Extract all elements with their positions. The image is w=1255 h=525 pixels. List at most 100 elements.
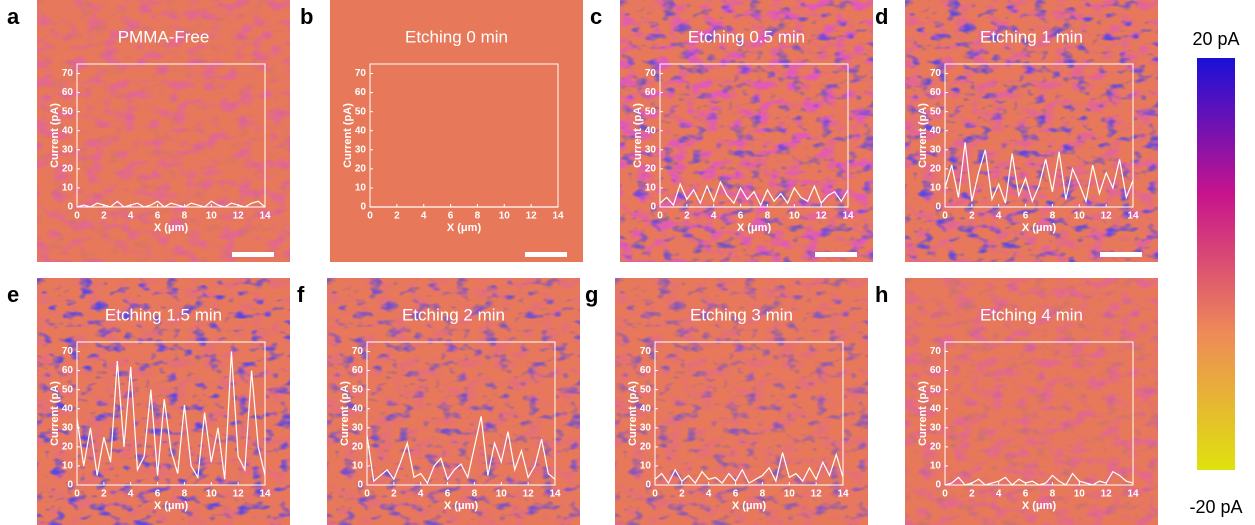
scale-bar — [1100, 252, 1142, 257]
scale-bar — [232, 252, 274, 257]
x-tick-label: 10 — [1074, 211, 1086, 222]
afm-texture — [327, 278, 580, 525]
panel-title: Etching 2 min — [402, 305, 505, 324]
panel-title: Etching 1 min — [980, 27, 1083, 46]
x-tick-label: 8 — [182, 489, 188, 500]
y-tick-label: 30 — [62, 144, 74, 155]
y-tick-label: 10 — [62, 183, 74, 194]
x-tick-label: 12 — [523, 489, 535, 500]
y-tick-label: 60 — [930, 87, 942, 98]
panel-label: a — [7, 4, 20, 29]
y-tick-label: 0 — [357, 480, 363, 491]
y-tick-label: 60 — [352, 365, 364, 376]
x-tick-label: 2 — [101, 489, 107, 500]
x-tick-label: 2 — [391, 489, 397, 500]
y-tick-label: 0 — [360, 202, 366, 213]
y-tick-label: 70 — [352, 346, 364, 357]
panel-title: PMMA-Free — [118, 27, 210, 46]
x-axis-label: X (μm) — [1022, 500, 1057, 512]
y-tick-label: 40 — [930, 125, 942, 136]
x-tick-label: 14 — [842, 211, 854, 222]
y-tick-label: 60 — [62, 87, 74, 98]
y-tick-label: 50 — [62, 106, 74, 117]
x-tick-label: 10 — [789, 211, 801, 222]
x-tick-label: 0 — [652, 489, 658, 500]
panel: Etching 1 min 0 10 20 30 40 50 60 70 0 2 4 6 8 10 12 14 X… — [905, 0, 1158, 262]
panel-label: g — [585, 282, 598, 307]
x-tick-label: 8 — [182, 211, 188, 222]
y-tick-label: 50 — [930, 384, 942, 395]
y-axis-label: Current (pA) — [917, 381, 929, 446]
x-axis-label: X (μm) — [737, 222, 772, 234]
panel-title: Etching 1.5 min — [105, 305, 222, 324]
y-tick-label: 60 — [930, 365, 942, 376]
y-axis-label: Current (pA) — [917, 103, 929, 168]
y-tick-label: 60 — [355, 87, 367, 98]
x-tick-label: 4 — [711, 211, 717, 222]
x-tick-label: 14 — [1127, 211, 1139, 222]
x-tick-label: 2 — [101, 211, 107, 222]
x-tick-label: 4 — [418, 489, 424, 500]
x-tick-label: 2 — [679, 489, 685, 500]
panel: Etching 0 min 0 10 20 30 40 50 60 70 0 2 4 6 8 10 12 14 X… — [330, 0, 583, 262]
current-profile — [944, 470, 1134, 486]
y-tick-label: 50 — [645, 106, 657, 117]
y-tick-label: 60 — [62, 365, 74, 376]
panel-label: f — [297, 282, 305, 307]
y-axis-label: Current (pA) — [49, 103, 61, 168]
y-tick-label: 50 — [930, 106, 942, 117]
panel: Etching 3 min 0 10 20 30 40 50 60 70 0 2 4 6 8 10 12 14 X… — [615, 278, 868, 525]
x-tick-label: 6 — [733, 489, 739, 500]
colorbar-label: -20 pA — [1189, 497, 1242, 517]
x-tick-label: 12 — [811, 489, 823, 500]
x-axis-label: X (μm) — [154, 222, 189, 234]
panel-title: Etching 0 min — [405, 27, 508, 46]
x-tick-label: 10 — [499, 211, 511, 222]
y-tick-label: 20 — [355, 164, 367, 175]
x-tick-label: 12 — [1101, 211, 1113, 222]
y-tick-label: 30 — [645, 144, 657, 155]
y-tick-label: 20 — [930, 442, 942, 453]
x-tick-label: 6 — [448, 211, 454, 222]
panel-label: d — [875, 4, 888, 29]
y-tick-label: 0 — [935, 202, 941, 213]
panel-title: Etching 0.5 min — [688, 27, 805, 46]
y-tick-label: 30 — [930, 422, 942, 433]
y-tick-label: 40 — [62, 125, 74, 136]
x-tick-label: 8 — [475, 211, 481, 222]
x-tick-label: 14 — [549, 489, 561, 500]
x-axis-label: X (μm) — [447, 222, 482, 234]
y-tick-label: 20 — [62, 164, 74, 175]
y-tick-label: 40 — [62, 403, 74, 414]
panel-label: h — [875, 282, 888, 307]
x-tick-label: 14 — [837, 489, 849, 500]
panel: PMMA-Free 0 10 20 30 40 50 60 70 0 2 4 6 8 10 12 14 X (μm… — [37, 0, 290, 262]
current-profile — [654, 452, 844, 485]
panel: Etching 4 min 0 10 20 30 40 50 60 70 0 2 4 6 8 10 12 14 X… — [905, 278, 1158, 525]
current-profile — [76, 200, 266, 208]
y-tick-label: 10 — [62, 461, 74, 472]
y-tick-label: 40 — [352, 403, 364, 414]
y-axis-label: Current (pA) — [342, 103, 354, 168]
plot-frame — [944, 63, 1134, 208]
x-tick-label: 10 — [784, 489, 796, 500]
y-tick-label: 40 — [930, 403, 942, 414]
x-axis-label: X (μm) — [732, 500, 767, 512]
y-tick-label: 70 — [640, 346, 652, 357]
x-tick-label: 6 — [1023, 489, 1029, 500]
y-tick-label: 40 — [640, 403, 652, 414]
y-tick-label: 10 — [355, 183, 367, 194]
x-axis-label: X (μm) — [1022, 222, 1057, 234]
current-profile — [76, 351, 266, 480]
panel: Etching 2 min 0 10 20 30 40 50 60 70 0 2 4 6 8 10 12 14 X… — [327, 278, 580, 525]
y-axis-label: Current (pA) — [627, 381, 639, 446]
y-tick-label: 70 — [62, 346, 74, 357]
x-tick-label: 10 — [1074, 489, 1086, 500]
y-tick-label: 70 — [930, 346, 942, 357]
x-tick-label: 8 — [765, 211, 771, 222]
x-tick-label: 0 — [942, 211, 948, 222]
plot-frame — [659, 63, 849, 208]
panel-label: c — [590, 4, 602, 29]
x-tick-label: 4 — [421, 211, 427, 222]
x-tick-label: 8 — [472, 489, 478, 500]
